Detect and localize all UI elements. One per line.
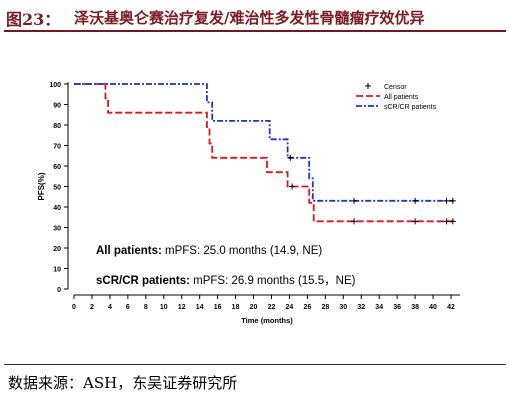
series-group <box>74 83 456 225</box>
censor-mark <box>287 154 294 161</box>
annotation-bold: sCR/CR patients: <box>96 275 190 287</box>
x-tick-label: 10 <box>160 304 168 311</box>
x-tick-label: 30 <box>339 304 347 311</box>
censor-mark <box>412 218 419 225</box>
y-tick-label: 50 <box>53 185 61 192</box>
y-tick-label: 20 <box>53 246 61 253</box>
y-tick-label: 70 <box>53 144 61 151</box>
y-tick-label: 30 <box>53 226 61 233</box>
x-tick-label: 34 <box>375 304 383 311</box>
legend: Censor All patients sCR/CR patients <box>356 83 437 111</box>
figure-title: 泽沃基奥仑赛治疗复发/难治性多发性骨髓瘤疗效优异 <box>74 9 425 27</box>
x-tick-label: 32 <box>357 304 365 311</box>
x-tick-label: 6 <box>126 304 130 311</box>
annotation-bold: All patients: <box>96 245 162 257</box>
x-tick-label: 24 <box>286 304 294 311</box>
figure-number: 图23： <box>6 10 61 29</box>
y-tick-label: 100 <box>49 82 61 89</box>
x-tick-label: 0 <box>72 304 76 311</box>
censor-mark <box>449 218 456 225</box>
annotations: All patients: mPFS: 25.0 months (14.9, N… <box>96 245 356 287</box>
x-tick-label: 28 <box>321 304 329 311</box>
x-tick-label: 14 <box>196 304 204 311</box>
legend-censor-label: Censor <box>384 84 407 91</box>
annotation-text: mPFS: 25.0 months (14.9, NE) <box>162 245 323 257</box>
x-tick-label: 12 <box>178 304 186 311</box>
legend-entry-1: All patients <box>384 94 419 101</box>
x-tick-label: 36 <box>393 304 401 311</box>
annotation-1: All patients: mPFS: 25.0 months (14.9, N… <box>96 245 322 257</box>
x-tick-label: 20 <box>250 304 258 311</box>
x-tick-label: 2 <box>90 304 94 311</box>
title-bar: 图23： 泽沃基奥仑赛治疗复发/难治性多发性骨髓瘤疗效优异 <box>0 0 510 36</box>
x-tick-label: 18 <box>232 304 240 311</box>
x-axis-label: Time (months) <box>241 316 293 325</box>
legend-entry-2: sCR/CR patients <box>384 104 437 111</box>
y-tick-label: 0 <box>57 287 61 294</box>
y-tick-label: 10 <box>53 267 61 274</box>
title-underline <box>4 30 506 32</box>
x-tick-label: 22 <box>268 304 276 311</box>
y-tick-label: 40 <box>53 205 61 212</box>
x-tick-label: 38 <box>411 304 419 311</box>
censor-mark <box>443 218 450 225</box>
censor-mark <box>289 183 296 190</box>
scr-cr-patients-line <box>74 83 454 202</box>
annotation-text: mPFS: 26.9 months (15.5，NE) <box>190 275 356 287</box>
source-note: 数据来源：ASH，东吴证券研究所 <box>8 374 238 392</box>
y-tick-label: 80 <box>53 123 61 130</box>
y-axis-label: PFS(%) <box>37 172 46 200</box>
x-tick-label: 4 <box>108 304 112 311</box>
censor-mark <box>443 197 450 204</box>
x-tick-label: 42 <box>447 304 455 311</box>
x-tick-label: 26 <box>303 304 311 311</box>
chart-container: 0 10 20 30 40 50 60 70 80 90 100 0 2 4 6 8 10 12 14 16 18 20 2… <box>32 58 482 350</box>
censor-mark <box>351 218 358 225</box>
x-tick-label: 40 <box>429 304 437 311</box>
all-patients-line <box>74 83 454 223</box>
y-tick-label: 90 <box>53 103 61 110</box>
x-tick-label: 16 <box>214 304 222 311</box>
x-tick-label: 8 <box>144 304 148 311</box>
y-tick-label: 60 <box>53 164 61 171</box>
censor-mark <box>351 197 358 204</box>
censor-mark <box>449 197 456 204</box>
annotation-2: sCR/CR patients: mPFS: 26.9 months (15.5… <box>96 275 356 287</box>
censor-mark <box>412 197 419 204</box>
bottom-divider <box>4 364 506 365</box>
